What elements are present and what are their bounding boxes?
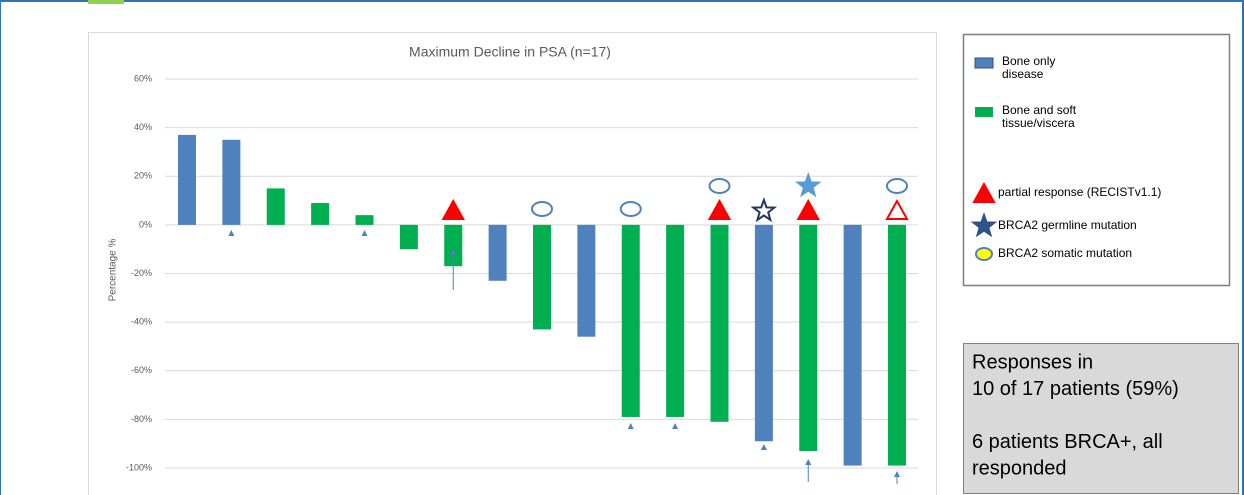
bar (577, 224, 596, 337)
legend-label: tissue/viscera (1002, 116, 1075, 130)
chart-title: Maximum Decline in PSA (n=17) (409, 44, 611, 60)
note-box (963, 343, 1239, 494)
somatic-circle (708, 178, 731, 194)
y-tick-label: 40% (134, 122, 152, 132)
top-tab (88, 0, 124, 4)
small-marker (672, 423, 679, 429)
somatic-circle (531, 201, 553, 217)
left-border (0, 0, 1, 495)
y-tick-label: -20% (131, 268, 152, 278)
bar (178, 134, 196, 225)
note-line: 10 of 17 patients (59%) (972, 378, 1179, 400)
somatic-circle (619, 201, 642, 217)
y-axis-title: Percentage % (108, 238, 119, 301)
small-marker (361, 230, 368, 236)
bar (355, 215, 374, 225)
small-marker (228, 230, 235, 236)
small-marker (627, 423, 634, 429)
y-tick-label: -80% (131, 414, 152, 424)
small-marker (760, 444, 767, 450)
note-line: Responses in (972, 351, 1093, 373)
y-tick-label: 0% (139, 219, 152, 229)
small-marker (450, 249, 457, 255)
legend-box (962, 33, 1231, 287)
legend-label: partial response (RECISTv1.1) (998, 185, 1161, 199)
y-tick-label: -40% (131, 317, 152, 327)
response-triangle (796, 198, 820, 220)
y-tick-label: -60% (131, 365, 152, 375)
legend-label: Bone and soft (1002, 103, 1077, 117)
bar (311, 202, 330, 225)
top-border (0, 0, 1244, 2)
y-tick-label: 20% (134, 171, 152, 181)
y-tick-label: 60% (134, 73, 152, 83)
bar (710, 224, 729, 422)
legend-circle (975, 247, 993, 261)
bar (266, 188, 285, 225)
small-marker (894, 471, 900, 477)
response-triangle (885, 198, 909, 220)
bar (488, 224, 507, 281)
legend-swatch (975, 107, 993, 117)
bar (222, 139, 241, 225)
legend-label: BRCA2 germline mutation (998, 218, 1137, 232)
response-triangle (441, 198, 465, 220)
y-tick-label: -100% (126, 462, 152, 472)
bar (799, 224, 818, 451)
germline-star (750, 197, 778, 223)
note-line: 6 patients BRCA+, all (972, 431, 1163, 453)
germline-star (970, 211, 998, 238)
legend-label: BRCA2 somatic mutation (998, 246, 1132, 260)
legend-label: disease (1002, 67, 1044, 81)
response-triangle (972, 181, 996, 203)
legend-label: Bone only (1002, 54, 1055, 68)
bar (843, 224, 862, 466)
somatic-circle (886, 178, 908, 194)
bar (754, 224, 773, 442)
bar (621, 224, 640, 417)
bar (666, 224, 685, 417)
legend-swatch (974, 57, 994, 69)
bar (399, 224, 418, 250)
germline-star (794, 172, 822, 198)
bar (888, 224, 906, 466)
right-border (1242, 0, 1244, 495)
bar (533, 224, 551, 330)
chart-frame (88, 32, 937, 495)
small-marker (805, 459, 812, 465)
note-line: responded (972, 457, 1067, 479)
response-triangle (707, 198, 732, 220)
bar (444, 224, 463, 267)
